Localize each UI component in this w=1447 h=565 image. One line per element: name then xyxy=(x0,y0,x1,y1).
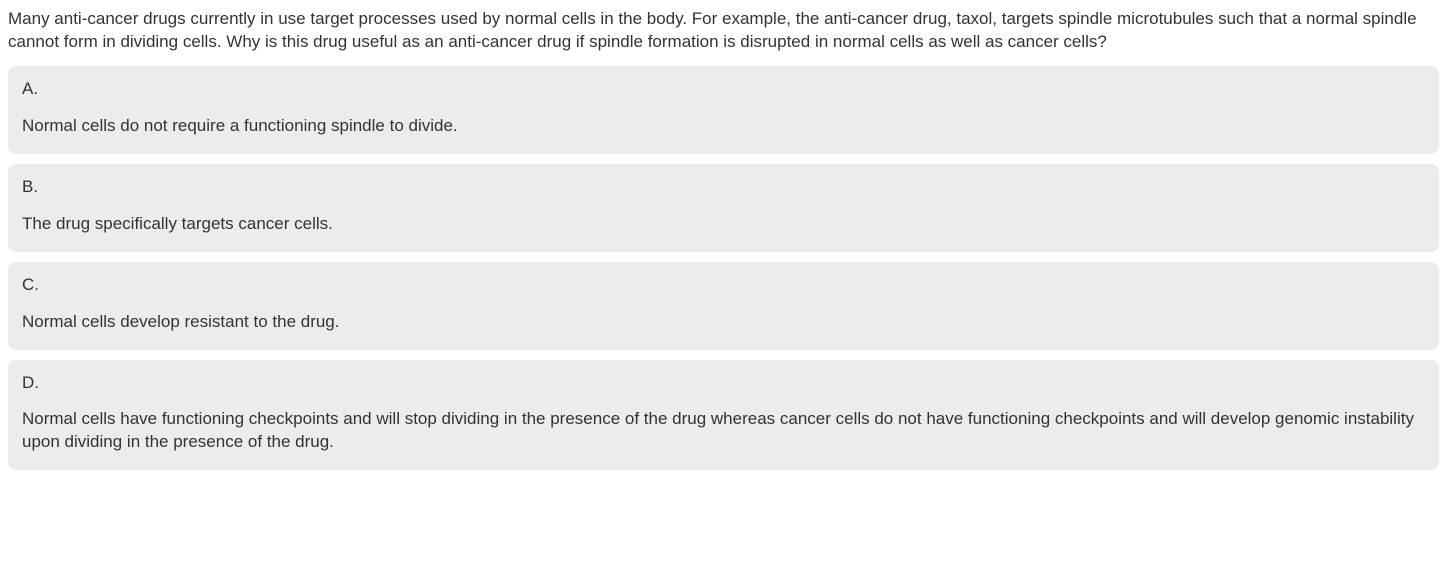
option-letter: B. xyxy=(22,176,1425,199)
option-text: Normal cells develop resistant to the dr… xyxy=(22,311,1425,334)
option-letter: A. xyxy=(22,78,1425,101)
question-text: Many anti-cancer drugs currently in use … xyxy=(8,8,1439,54)
option-d[interactable]: D. Normal cells have functioning checkpo… xyxy=(8,360,1439,471)
option-b[interactable]: B. The drug specifically targets cancer … xyxy=(8,164,1439,252)
option-letter: C. xyxy=(22,274,1425,297)
option-letter: D. xyxy=(22,372,1425,395)
option-text: Normal cells do not require a functionin… xyxy=(22,115,1425,138)
option-text: The drug specifically targets cancer cel… xyxy=(22,213,1425,236)
options-list: A. Normal cells do not require a functio… xyxy=(8,66,1439,470)
option-c[interactable]: C. Normal cells develop resistant to the… xyxy=(8,262,1439,350)
option-text: Normal cells have functioning checkpoint… xyxy=(22,408,1425,454)
option-a[interactable]: A. Normal cells do not require a functio… xyxy=(8,66,1439,154)
